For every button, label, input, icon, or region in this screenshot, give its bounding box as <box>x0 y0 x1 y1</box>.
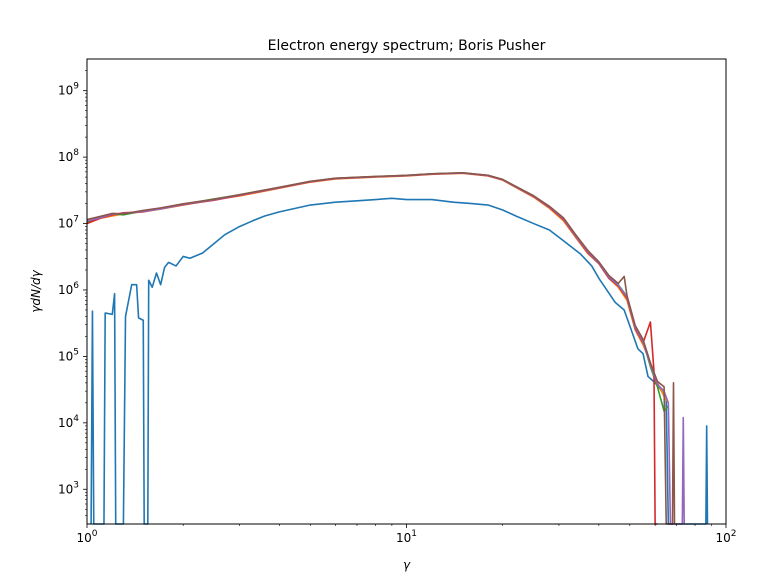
y-tick-label: 103 <box>58 480 79 496</box>
tick-layer: 100 101 102 103 104 105 106 107 108 109 <box>58 70 737 545</box>
series-line-t0 <box>90 197 709 525</box>
y-tick-label: 108 <box>58 148 79 164</box>
series-layer <box>86 171 709 525</box>
series-line-t5 <box>86 171 676 525</box>
y-tick-label: 106 <box>58 281 79 297</box>
y-tick-label: 109 <box>58 82 79 98</box>
x-tick-label: 100 <box>76 529 97 545</box>
y-axis-label: γdN/dγ <box>29 269 43 312</box>
chart-title: Electron energy spectrum; Boris Pusher <box>268 38 546 54</box>
y-tick-label: 107 <box>58 215 79 231</box>
y-tick-label: 105 <box>58 347 79 363</box>
x-tick-label: 102 <box>715 529 736 545</box>
x-tick-label: 101 <box>396 529 417 545</box>
y-tick-label: 104 <box>58 414 79 430</box>
x-axis-label: γ <box>403 558 411 572</box>
